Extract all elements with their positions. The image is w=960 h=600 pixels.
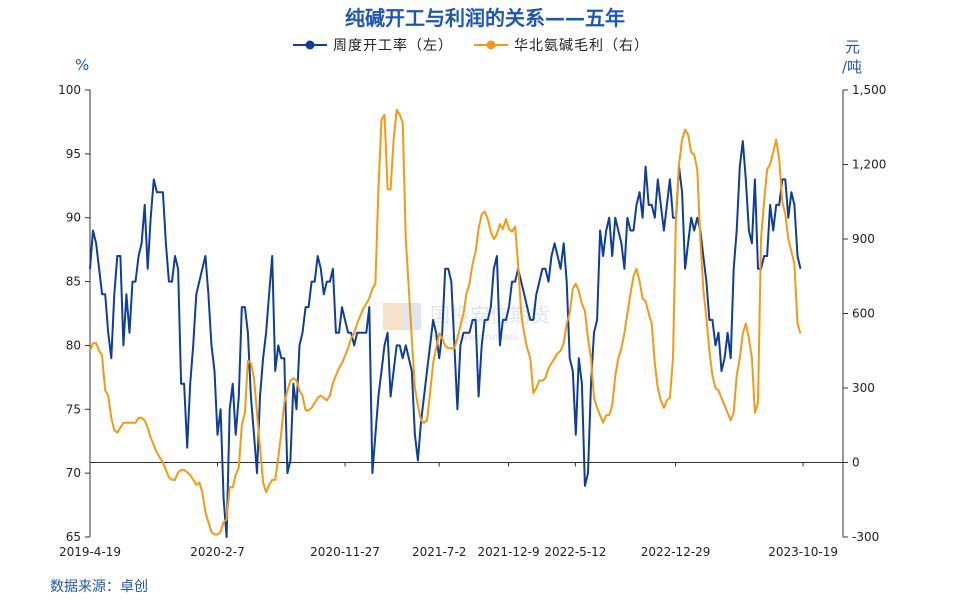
axes: 100 95 90 85 80 75 70 65 1,500 1,200 900 600 300 0 -30… xyxy=(58,83,886,559)
x-tick-label: 2019-4-19 xyxy=(59,545,121,559)
left-tick-label: 65 xyxy=(66,530,81,544)
right-tick-label: 1,500 xyxy=(852,83,886,97)
right-tick-label: 300 xyxy=(852,381,875,395)
right-axis-unit-line2: /吨 xyxy=(842,58,862,76)
series-lines xyxy=(89,108,802,538)
watermark-subtext: SDIC ESSENCE FUTURES xyxy=(432,334,518,342)
left-tick-label: 90 xyxy=(66,211,81,225)
series-line-gross-profit xyxy=(89,108,802,536)
x-tick-label: 2022-5-12 xyxy=(544,545,606,559)
left-tick-label: 100 xyxy=(58,83,81,97)
left-tick-label: 75 xyxy=(66,402,81,416)
right-tick-label: -300 xyxy=(852,530,879,544)
right-tick-label: 1,200 xyxy=(852,158,886,172)
x-tick-label: 2022-12-29 xyxy=(641,545,711,559)
x-tick-label: 2023-10-19 xyxy=(768,545,838,559)
right-tick-label: 0 xyxy=(852,456,860,470)
legend-label-gross-profit: 华北氨碱毛利（右） xyxy=(514,38,649,54)
left-tick-label: 85 xyxy=(66,275,81,289)
x-tick-label: 2020-11-27 xyxy=(310,545,380,559)
left-axis-unit: % xyxy=(75,56,89,74)
legend: 周度开工率（左） 华北氨碱毛利（右） xyxy=(293,37,649,54)
data-source: 数据来源：卓创 xyxy=(50,579,148,595)
series-line-operating-rate xyxy=(89,140,802,538)
x-tick-label: 2021-12-9 xyxy=(478,545,540,559)
left-tick-label: 80 xyxy=(66,338,81,352)
chart-title: 纯碱开工与利润的关系——五年 xyxy=(345,6,625,30)
left-tick-label: 70 xyxy=(66,466,81,480)
legend-label-operating-rate: 周度开工率（左） xyxy=(333,37,453,54)
left-tick-label: 95 xyxy=(66,147,81,161)
right-tick-label: 900 xyxy=(852,232,875,246)
right-axis-unit-line1: 元 xyxy=(845,38,860,56)
x-tick-label: 2021-7-2 xyxy=(412,545,466,559)
right-tick-label: 600 xyxy=(852,307,875,321)
x-tick-label: 2020-2-7 xyxy=(190,545,244,559)
